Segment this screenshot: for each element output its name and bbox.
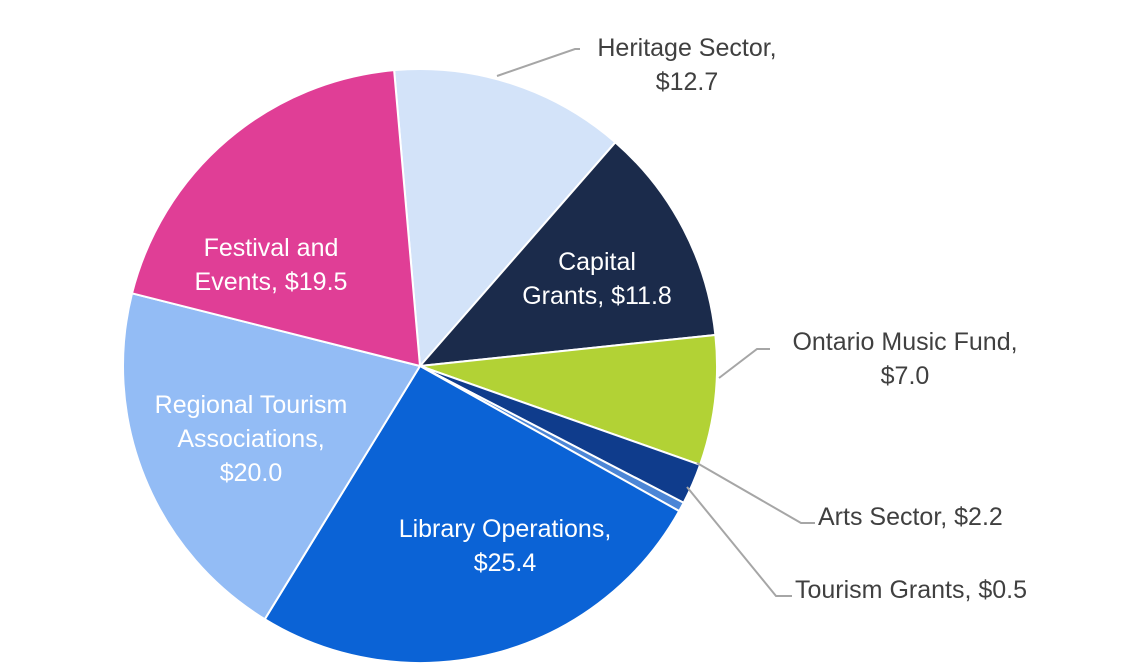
pie-slice-1	[417, 140, 717, 368]
slice-label-2: Ontario Music Fund, $7.0	[792, 328, 1017, 390]
leader-line-2	[718, 348, 770, 379]
leader-line-0	[496, 48, 580, 77]
slice-label-line: $12.7	[656, 68, 719, 96]
slice-label-line: Tourism Grants, $0.5	[795, 576, 1027, 604]
slice-label-7: Festival and Events, $19.5	[195, 234, 348, 296]
leader-line-3	[696, 462, 815, 524]
slice-label-line: Grants, $11.8	[522, 282, 672, 310]
slice-label-1: Capital Grants, $11.8	[522, 248, 672, 310]
slice-label-5: Library Operations, $25.4	[399, 515, 612, 577]
leader-line-4	[686, 486, 792, 597]
pie-slices	[122, 68, 718, 664]
slice-label-line: Festival and	[204, 234, 339, 262]
slice-label-3: Arts Sector, $2.2	[818, 503, 1003, 531]
pie-slice-5	[263, 364, 681, 664]
slice-label-line: $25.4	[474, 549, 537, 577]
pie-slice-0	[393, 68, 617, 369]
slice-label-0: Heritage Sector, $12.7	[597, 34, 776, 96]
slice-label-line: $20.0	[220, 459, 283, 487]
slice-label-line: Library Operations,	[399, 515, 612, 543]
slice-label-line: Heritage Sector,	[597, 34, 776, 62]
pie-slice-2	[419, 333, 718, 467]
leader-lines	[496, 48, 815, 597]
slice-label-line: Arts Sector, $2.2	[818, 503, 1003, 531]
slice-label-line: $7.0	[881, 362, 930, 390]
slice-labels: Heritage Sector, $12.7 Capital Grants, $11.…	[155, 34, 1027, 604]
slice-label-line: Ontario Music Fund,	[792, 328, 1017, 356]
slice-label-line: Events, $19.5	[195, 268, 348, 296]
slice-label-4: Tourism Grants, $0.5	[795, 576, 1027, 604]
pie-slice-7	[130, 69, 422, 368]
pie-slice-6	[122, 292, 422, 621]
slice-label-6: Regional Tourism Associations, $20.0	[155, 391, 348, 487]
slice-label-line: Capital	[558, 248, 636, 276]
slice-label-line: Associations,	[177, 425, 324, 453]
slice-label-line: Regional Tourism	[155, 391, 348, 419]
